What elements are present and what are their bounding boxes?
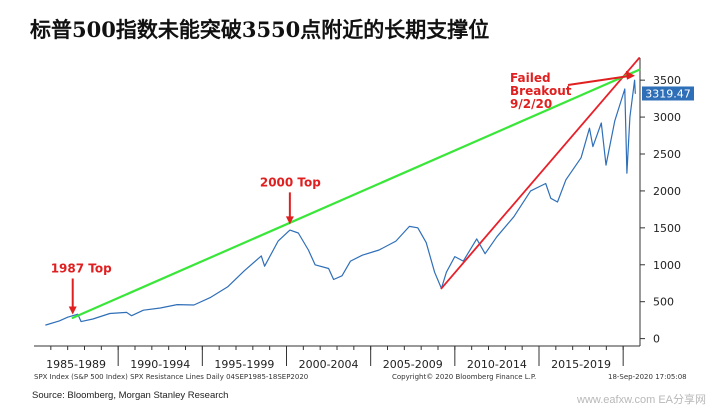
y-tick-label: 3000 <box>653 111 681 124</box>
footer-copyright: Copyright© 2020 Bloomberg Finance L.P. <box>392 373 536 381</box>
x-tick-label: 2005-2009 <box>383 358 443 371</box>
watermark-text: www.eafxw.com EA分享网 <box>577 394 706 406</box>
annotation-arrowhead-2000 <box>285 216 294 225</box>
y-tick-label: 1500 <box>653 222 681 235</box>
x-tick-label: 1990-1994 <box>130 358 190 371</box>
series-line-post-2009-trend <box>440 57 641 290</box>
annotation-arrow-breakout <box>567 74 632 86</box>
annotation-arrowhead-breakout <box>625 70 635 80</box>
y-tick-label: 2000 <box>653 185 681 198</box>
x-tick-label: 1995-1999 <box>214 358 274 371</box>
annotation-2000-top: 2000 Top <box>260 175 321 189</box>
series-layer <box>45 57 641 326</box>
series-line-long-term-resistance <box>71 68 641 319</box>
last-value-badge-layer: 3319.47 <box>642 86 694 101</box>
annotation-1987-top: 1987 Top <box>51 261 112 275</box>
x-tick-label: 2010-2014 <box>467 358 527 371</box>
annotation-failed-breakout-line: Breakout <box>510 84 572 98</box>
x-tick-label: 2000-2004 <box>299 358 359 371</box>
last-value-badge <box>642 86 694 101</box>
x-tick-label: 1985-1989 <box>46 358 106 371</box>
y-tick-label: 3500 <box>653 74 681 87</box>
annotation-arrowhead-1987 <box>68 306 77 315</box>
last-value-text: 3319.47 <box>645 87 691 100</box>
source-note: Source: Bloomberg, Morgan Stanley Resear… <box>32 390 229 401</box>
y-tick-label: 2500 <box>653 148 681 161</box>
y-tick-label: 500 <box>653 296 674 309</box>
annotation-failed-breakout-line: 9/2/20 <box>510 97 552 111</box>
y-tick-label: 1000 <box>653 259 681 272</box>
footer-timestamp: 18-Sep-2020 17:05:08 <box>608 373 687 381</box>
x-axis: 1985-1989 1990-1994 1995-1999 2000-2004 2005… <box>46 346 624 371</box>
series-line-spx <box>45 79 636 326</box>
annotation-failed-breakout-line: Failed <box>510 71 551 85</box>
y-axis: 0 500 1000 1500 2000 2500 3000 3500 <box>640 74 681 346</box>
footer-series-info: SPX Index (S&P 500 Index) SPX Resistance… <box>34 373 308 381</box>
y-tick-label: 0 <box>653 333 660 346</box>
x-tick-label: 2015-2019 <box>551 358 611 371</box>
chart-title: 标普500指数未能突破3550点附近的长期支撑位 <box>30 17 490 42</box>
